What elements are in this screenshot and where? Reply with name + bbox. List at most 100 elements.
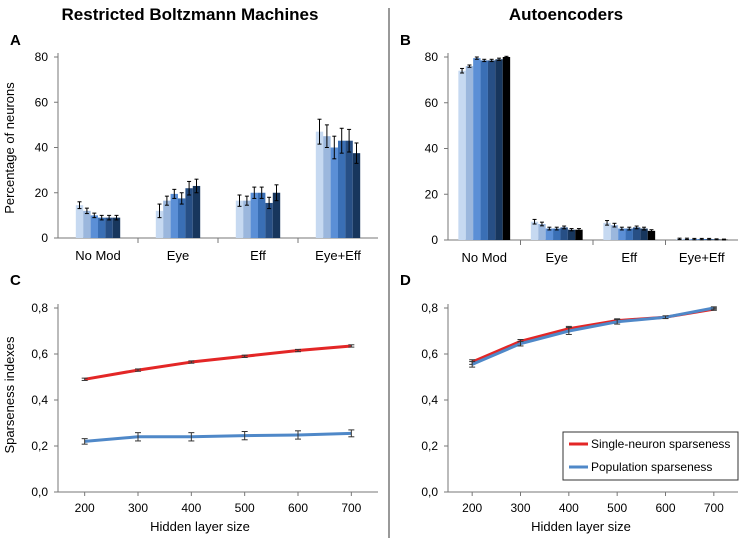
bar [345, 140, 353, 238]
bar [632, 227, 641, 240]
y-tick-label: 60 [35, 95, 49, 109]
series-line-0 [84, 344, 352, 381]
x-tick-label: 300 [128, 501, 148, 515]
bar [75, 205, 84, 238]
bar [567, 229, 576, 240]
bar [502, 57, 511, 240]
category-label: No Mod [75, 248, 121, 263]
bar [465, 66, 474, 241]
panel-d-line-chart: 0,0 0,2 0,4 0,6 0,8 200 300 400 500 600 700 [421, 301, 738, 515]
panel-a-ylabel: Percentage of neurons [2, 82, 17, 214]
panel-letter-a: A [10, 32, 21, 49]
bar [105, 217, 113, 238]
panel-b-bar-chart: 0 20 40 60 80 No Mod Eye Eff Eye+Eff [425, 50, 738, 265]
bar [185, 188, 193, 238]
y-tick-label: 0 [431, 233, 438, 247]
bar [553, 228, 561, 240]
right-column-title: Autoencoders [509, 5, 623, 24]
bar [625, 228, 633, 240]
bar [250, 192, 258, 238]
y-tick-label: 40 [35, 141, 49, 155]
bar [155, 210, 164, 238]
bar [530, 221, 539, 240]
x-tick-label: 500 [607, 501, 627, 515]
bar [560, 227, 568, 240]
category-label: Eye+Eff [315, 248, 361, 263]
bar [647, 230, 656, 240]
y-tick-label: 0,8 [421, 301, 438, 315]
y-tick-label: 0,8 [31, 301, 48, 315]
x-tick-label: 300 [510, 501, 530, 515]
category-label: Eff [250, 248, 266, 263]
panel-d-legend: Single-neuron sparseness Population spar… [562, 431, 739, 481]
bar [265, 202, 273, 238]
bar [538, 223, 546, 240]
x-tick-label: 400 [181, 501, 201, 515]
y-tick-label: 0,6 [421, 347, 438, 361]
bar [243, 200, 251, 238]
y-tick-label: 0,0 [421, 485, 438, 499]
y-tick-label: 0,2 [31, 439, 48, 453]
panel-letter-d: D [400, 272, 411, 289]
bar [338, 140, 346, 238]
y-tick-label: 0,0 [31, 485, 48, 499]
x-tick-label: 200 [75, 501, 95, 515]
bar [170, 193, 178, 238]
bar [178, 198, 186, 238]
bar [315, 131, 324, 238]
y-tick-label: 20 [425, 187, 439, 201]
panel-a-bar-chart: 0 20 40 60 80 No Mod Eye Eff Eye+Eff [35, 50, 378, 263]
category-label: No Mod [461, 250, 507, 265]
y-tick-label: 60 [425, 96, 439, 110]
category-label: Eye [167, 248, 189, 263]
bar [83, 210, 91, 238]
bar [192, 185, 201, 238]
x-tick-label: 700 [704, 501, 724, 515]
y-tick-label: 0,4 [31, 393, 48, 407]
bar [163, 200, 171, 238]
bar [487, 60, 496, 241]
bar [90, 215, 98, 238]
bar [473, 58, 481, 240]
bar [545, 228, 554, 240]
left-column-title: Restricted Boltzmann Machines [62, 5, 319, 24]
bar [458, 70, 466, 240]
y-tick-label: 0,4 [421, 393, 438, 407]
x-tick-label: 400 [559, 501, 579, 515]
bar [98, 217, 106, 238]
bar [258, 192, 266, 238]
bar [323, 136, 331, 238]
x-tick-label: 500 [235, 501, 255, 515]
panel-c-line-chart: 0,0 0,2 0,4 0,6 0,8 200 300 400 500 600 700 [31, 301, 378, 515]
y-tick-label: 0 [41, 231, 48, 245]
category-label: Eff [621, 250, 637, 265]
y-tick-label: 80 [35, 50, 49, 64]
y-tick-label: 80 [425, 50, 439, 64]
y-tick-label: 20 [35, 186, 49, 200]
bar [272, 192, 281, 238]
panel-c-xlabel: Hidden layer size [150, 519, 250, 534]
y-tick-label: 0,6 [31, 347, 48, 361]
panel-d-xlabel: Hidden layer size [531, 519, 631, 534]
shared-ylabel: Sparseness indexes [2, 336, 17, 454]
bar [495, 59, 503, 240]
x-tick-label: 600 [288, 501, 308, 515]
category-label: Eye+Eff [679, 250, 725, 265]
panel-letter-c: C [10, 272, 21, 289]
legend-single-neuron-label: Single-neuron sparseness [591, 437, 730, 451]
y-tick-label: 0,2 [421, 439, 438, 453]
series-line-1 [471, 306, 715, 366]
x-tick-label: 700 [341, 501, 361, 515]
category-label: Eye [546, 250, 568, 265]
bar [640, 228, 648, 240]
bar [610, 225, 619, 240]
x-tick-label: 600 [655, 501, 675, 515]
bar [480, 60, 488, 241]
bar [352, 153, 361, 238]
x-tick-label: 200 [462, 501, 482, 515]
bar [112, 217, 121, 238]
bar [618, 228, 626, 240]
series-line-1 [84, 431, 352, 443]
bar [330, 147, 338, 238]
